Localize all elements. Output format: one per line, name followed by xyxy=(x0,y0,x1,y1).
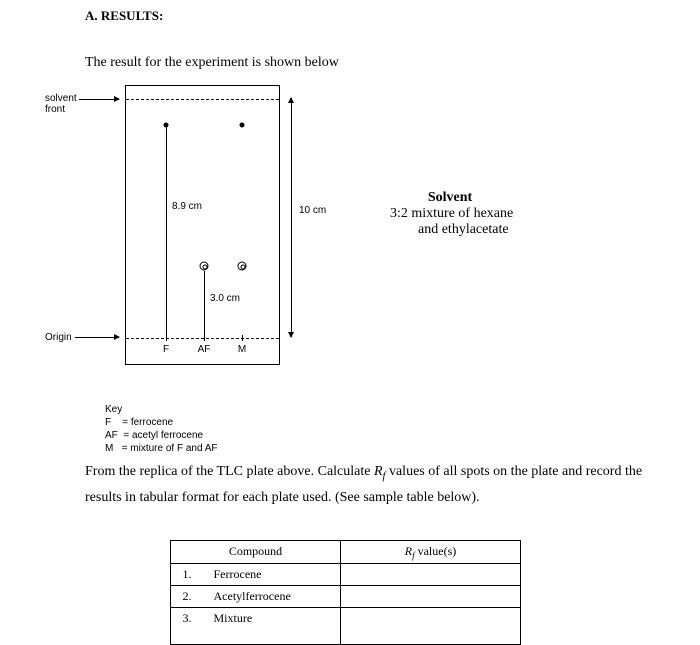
intro-text: The result for the experiment is shown b… xyxy=(85,55,339,71)
meas-total: 10 cm xyxy=(299,205,326,216)
arrow-solvent-front xyxy=(79,99,119,100)
row-name: Mixture xyxy=(206,608,341,645)
table-row: 3. Mixture xyxy=(171,608,521,645)
row-val xyxy=(341,564,521,586)
solvent-line1: 3:2 mixture of hexane xyxy=(390,206,590,222)
table-row: 2. Acetylferrocene xyxy=(171,586,521,608)
col-compound: Compound xyxy=(171,541,341,564)
lane-label-f: F xyxy=(163,344,169,355)
meas-f: 8.9 cm xyxy=(172,201,202,212)
col-rf-r: R xyxy=(405,544,412,558)
col-rf: Rf value(s) xyxy=(341,541,521,564)
line-f xyxy=(166,127,167,338)
key-title: Key xyxy=(105,403,218,416)
para2-a: From the replica of the TLC plate above.… xyxy=(85,464,374,479)
tick-m xyxy=(242,335,243,341)
key-f: F = ferrocene xyxy=(105,416,218,429)
col-rf-suffix: value(s) xyxy=(415,544,457,558)
row-name: Acetylferrocene xyxy=(206,586,341,608)
lane-label-m: M xyxy=(238,344,246,355)
line-af xyxy=(204,271,205,338)
rf-r: R xyxy=(374,464,383,479)
solvent-title: Solvent xyxy=(390,190,510,206)
instructions-paragraph: From the replica of the TLC plate above.… xyxy=(85,460,645,509)
key-af: AF = acetyl ferrocene xyxy=(105,429,218,442)
spot-m-bottom xyxy=(238,262,247,271)
spot-m-top xyxy=(240,123,245,128)
total-height-bracket xyxy=(291,98,292,337)
label-front: front xyxy=(45,104,65,115)
row-name: Ferrocene xyxy=(206,564,341,586)
row-num: 3. xyxy=(171,608,206,645)
key-m: M = mixture of F and AF xyxy=(105,442,218,455)
origin-line xyxy=(126,338,279,339)
label-solvent-front: solvent front xyxy=(45,93,77,115)
arrow-origin xyxy=(75,337,119,338)
spot-af xyxy=(200,262,209,271)
row-num: 2. xyxy=(171,586,206,608)
tlc-plate: F AF M 8.9 cm 3.0 cm xyxy=(125,85,280,365)
table-row: 1. Ferrocene xyxy=(171,564,521,586)
section-heading: A. RESULTS: xyxy=(85,8,163,24)
solvent-line2: and ethylacetate xyxy=(390,222,590,238)
lane-label-af: AF xyxy=(198,344,211,355)
label-solvent: solvent xyxy=(45,93,77,104)
key-legend: Key F = ferrocene AF = acetyl ferrocene … xyxy=(105,403,218,455)
solvent-front-line xyxy=(126,99,279,100)
meas-af: 3.0 cm xyxy=(210,293,240,304)
row-val xyxy=(341,586,521,608)
label-origin: Origin xyxy=(45,332,72,343)
tlc-diagram: solvent front Origin F AF M 8.9 cm 3.0 c… xyxy=(45,85,545,395)
solvent-description: Solvent 3:2 mixture of hexane and ethyla… xyxy=(390,190,590,238)
row-val xyxy=(341,608,521,645)
row-num: 1. xyxy=(171,564,206,586)
results-table: Compound Rf value(s) 1. Ferrocene 2. Ace… xyxy=(170,540,521,645)
